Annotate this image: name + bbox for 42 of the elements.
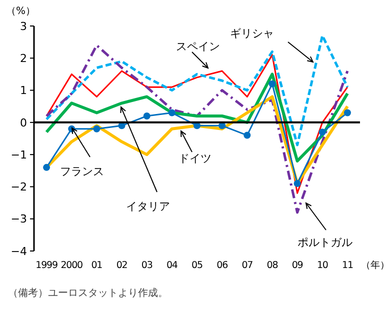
point: [244, 132, 251, 139]
y-tick-label: 0: [20, 116, 27, 130]
x-tick-label: 04: [166, 260, 178, 271]
x-tick-label: 10: [316, 260, 328, 271]
text: （備考）ユーロスタットより作成。: [8, 287, 168, 299]
point: [43, 164, 50, 171]
point: [93, 125, 100, 132]
x-tick-label: 02: [116, 260, 128, 271]
y-tick-label: 2: [20, 52, 27, 65]
point: [294, 180, 301, 187]
x-tick-label: 1999: [36, 260, 58, 271]
x-tick-label: 09: [292, 260, 304, 271]
y-axis-title: （%）: [6, 6, 36, 17]
x-tick-label: 11: [342, 260, 354, 271]
point: [318, 128, 326, 136]
y-tick-label: −4: [10, 244, 27, 258]
point: [143, 112, 150, 120]
series-label: ギリシャ: [230, 27, 274, 40]
x-tick-label: 08: [266, 260, 278, 271]
line-series: [45, 72, 349, 162]
point: [268, 80, 276, 88]
x-tick-label: 06: [216, 260, 228, 271]
x-tick-label: 07: [242, 260, 254, 271]
x-tick-label: 2000: [60, 260, 84, 271]
y-tick-label: −1: [10, 148, 27, 162]
text: イタリア: [126, 200, 170, 213]
line-series: [46, 54, 348, 194]
x-tick-label: 05: [192, 260, 203, 271]
x-axis-title: （年）: [361, 259, 387, 271]
text: ポルトガル: [298, 236, 352, 249]
series-label: スペイン: [176, 40, 220, 53]
series-label: フランス: [60, 165, 104, 178]
y-tick-label: 1: [20, 84, 27, 98]
line-series: [45, 44, 349, 214]
series-label: ドイツ: [178, 152, 212, 165]
y-tick-label: 3: [20, 20, 27, 33]
y-tick-label: −3: [10, 212, 27, 226]
point: [344, 109, 351, 116]
point: [168, 109, 176, 116]
x-tick-label: 03: [141, 260, 153, 271]
x-tick-label: 01: [91, 260, 103, 271]
y-tick-label: −2: [10, 180, 27, 194]
